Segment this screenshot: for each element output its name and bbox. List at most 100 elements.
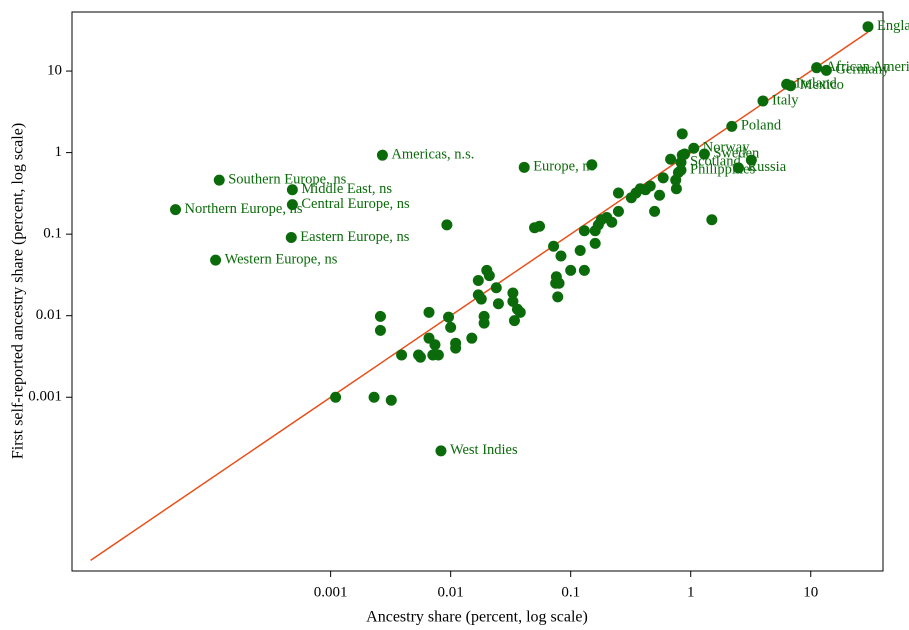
point <box>574 245 586 257</box>
point <box>483 270 495 282</box>
point-label: Eastern Europe, ns <box>300 229 409 245</box>
point <box>785 80 797 92</box>
point <box>555 250 567 262</box>
point <box>676 149 688 161</box>
x-tick-label: 0.001 <box>314 584 348 600</box>
point <box>385 394 397 406</box>
y-tick-label: 0.01 <box>36 307 62 323</box>
x-tick-label: 10 <box>803 584 818 600</box>
point <box>665 153 677 165</box>
point <box>508 315 520 327</box>
point <box>514 306 526 318</box>
point <box>210 254 222 266</box>
point-label: Germany <box>835 62 890 78</box>
point-label: Norway <box>703 140 750 156</box>
point <box>565 264 577 276</box>
point <box>490 282 502 294</box>
point <box>285 231 297 243</box>
point-label: Ireland <box>796 76 838 92</box>
point <box>286 184 298 196</box>
point-label: Mexico <box>800 77 844 93</box>
point <box>552 291 564 303</box>
point-label: Central Europe, ns <box>301 196 410 212</box>
point <box>441 219 453 231</box>
point <box>654 189 666 201</box>
point <box>475 293 487 305</box>
y-tick-label: 1 <box>55 144 63 160</box>
point <box>330 391 342 403</box>
point <box>213 174 225 186</box>
point <box>450 337 462 349</box>
point-label: England <box>877 18 909 34</box>
point <box>745 154 757 166</box>
point <box>548 240 560 252</box>
point <box>396 349 408 361</box>
point <box>726 120 738 132</box>
point-label: Poland <box>741 118 782 134</box>
point <box>578 225 590 237</box>
y-tick-label: 0.001 <box>28 389 62 405</box>
point <box>612 187 624 199</box>
point-label: West Indies <box>450 442 518 458</box>
point <box>507 287 519 299</box>
y-tick-label: 0.1 <box>43 226 62 242</box>
point <box>589 237 601 249</box>
point-label: Middle East, ns <box>301 181 392 197</box>
point <box>427 349 439 361</box>
point <box>443 311 455 323</box>
plot-frame <box>71 11 884 572</box>
point <box>649 205 661 217</box>
point <box>478 310 490 322</box>
point-label: Americas, n.s. <box>391 147 474 163</box>
point <box>492 298 504 310</box>
point <box>466 332 478 344</box>
point-label: Southern Europe, ns <box>228 171 346 187</box>
point <box>374 310 386 322</box>
point <box>578 264 590 276</box>
point <box>820 64 832 76</box>
point <box>374 324 386 336</box>
point-label: Europe, ns <box>533 159 595 175</box>
point <box>286 199 298 211</box>
point <box>676 128 688 140</box>
y-axis-title: First self-reported ancestry share (perc… <box>10 123 27 459</box>
x-tick-label: 0.1 <box>561 584 580 600</box>
point-label: Scotland <box>690 154 741 170</box>
point <box>606 216 618 228</box>
point <box>368 391 380 403</box>
point <box>670 183 682 195</box>
point <box>445 321 457 333</box>
x-tick-label: 1 <box>687 584 695 600</box>
point <box>518 161 530 173</box>
point-label: Italy <box>772 92 799 108</box>
point <box>472 275 484 287</box>
point-label: Northern Europe, ns <box>185 201 303 217</box>
point <box>757 95 769 107</box>
point <box>376 149 388 161</box>
point <box>170 204 182 216</box>
point-label: African American <box>826 59 909 75</box>
point <box>862 21 874 33</box>
point <box>698 148 710 160</box>
point <box>534 220 546 232</box>
point <box>423 306 435 318</box>
point-label: Western Europe, ns <box>225 251 338 267</box>
point <box>732 162 744 174</box>
point <box>553 277 565 289</box>
x-axis-title: Ancestry share (percent, log scale) <box>366 609 588 626</box>
y-tick-label: 10 <box>47 62 62 78</box>
point <box>612 205 624 217</box>
point <box>672 167 684 179</box>
point <box>644 180 656 192</box>
point-label: Philippines <box>690 161 756 177</box>
point <box>657 172 669 184</box>
point <box>435 445 447 457</box>
point <box>706 214 718 226</box>
point-label: Russia <box>747 159 786 175</box>
x-tick-label: 0.01 <box>438 584 464 600</box>
point <box>586 159 598 171</box>
point <box>414 351 426 363</box>
point <box>429 339 441 351</box>
point <box>688 142 700 154</box>
